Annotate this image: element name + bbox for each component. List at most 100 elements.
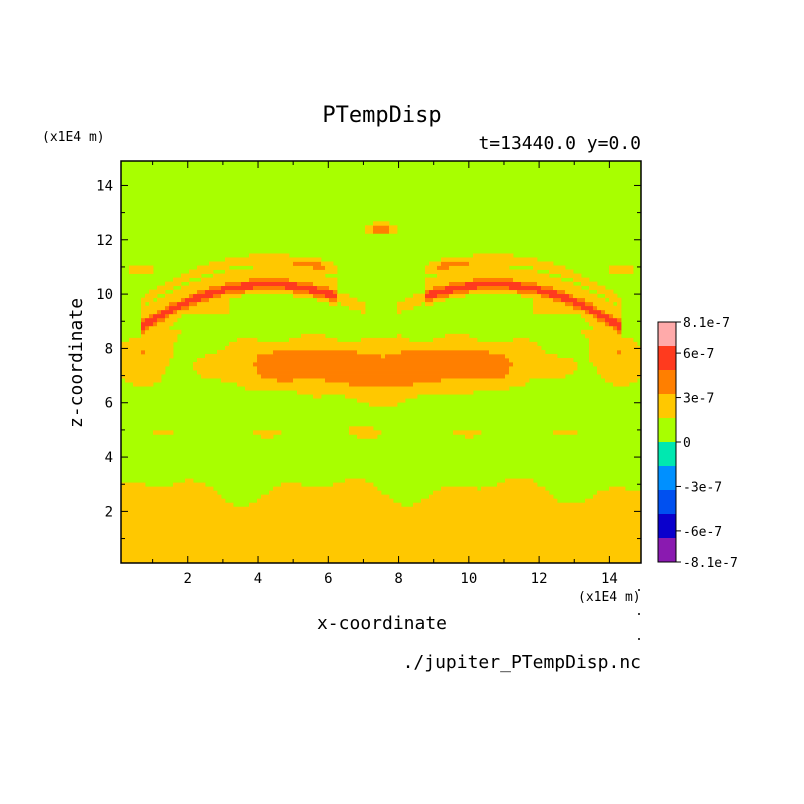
field-cell	[321, 261, 334, 266]
field-cell	[173, 277, 190, 282]
colorbar-segment	[658, 490, 676, 514]
field-cell	[293, 261, 322, 266]
chart-subtitle: t=13440.0 y=0.0	[478, 133, 641, 154]
field-cell	[205, 353, 258, 359]
colorbar-segment	[658, 538, 676, 562]
x-tick-label: 4	[254, 571, 262, 587]
field-cell	[597, 370, 642, 375]
field-cell	[565, 301, 574, 307]
field-cell	[333, 289, 338, 295]
field-cell	[261, 494, 390, 500]
field-cell	[521, 293, 542, 299]
field-cell	[549, 269, 574, 274]
field-cell	[201, 277, 250, 282]
field-cell	[313, 265, 326, 270]
field-cell	[373, 221, 390, 226]
colorbar-segment	[658, 370, 676, 394]
x-tick-label: 14	[601, 571, 618, 587]
field-cell	[189, 293, 194, 299]
field-cell	[357, 434, 378, 439]
field-cell	[429, 289, 454, 295]
field-cell	[557, 289, 566, 295]
field-cell	[141, 309, 158, 315]
field-cell	[345, 394, 418, 399]
field-cell	[597, 305, 622, 311]
x-tick-label: 10	[460, 571, 477, 587]
colorbar-segment	[658, 514, 676, 538]
field-cell	[425, 297, 434, 303]
field-cell	[121, 353, 174, 359]
field-cell	[153, 313, 166, 319]
field-cell	[257, 353, 382, 359]
marker-dot	[638, 613, 640, 615]
field-cell	[149, 301, 170, 307]
field-cell	[617, 349, 622, 355]
field-cell	[125, 378, 162, 383]
field-cell	[505, 478, 534, 483]
field-cell	[473, 253, 514, 258]
field-cell	[573, 277, 590, 282]
field-cell	[385, 353, 506, 359]
field-cell	[145, 349, 174, 355]
field-cell	[561, 273, 582, 278]
field-cell	[121, 542, 642, 548]
field-cell	[533, 305, 574, 311]
field-cell	[433, 337, 478, 343]
field-cell	[145, 293, 158, 299]
field-cell	[373, 225, 390, 230]
field-cell	[453, 430, 482, 435]
field-cell	[509, 285, 542, 291]
field-cell	[437, 273, 550, 278]
field-cell	[121, 486, 214, 492]
y-axis-ticks: 2 4 6 8 10 12 14	[96, 178, 641, 540]
field-cell	[537, 289, 558, 295]
plot-frame	[120, 160, 642, 564]
field-cell	[449, 281, 466, 287]
x-axis-label: x-coordinate	[317, 613, 447, 634]
x-axis-ticks: 2 4 6 8 10 12 14	[152, 161, 618, 587]
field-cell	[121, 370, 166, 375]
field-cell	[437, 265, 450, 270]
field-cell	[425, 293, 438, 299]
field-cell	[293, 378, 326, 383]
field-cell	[397, 305, 414, 311]
field-cell	[241, 281, 298, 287]
y-tick-label: 2	[105, 504, 113, 520]
field-cell	[213, 293, 222, 299]
field-cell	[509, 370, 574, 375]
field-cell	[121, 506, 642, 512]
field-cell	[569, 293, 574, 299]
field-cell	[621, 349, 642, 355]
field-cell	[573, 293, 598, 299]
field-cell	[237, 382, 350, 387]
field-cell	[157, 317, 166, 323]
field-cell	[121, 546, 642, 552]
field-cell	[509, 357, 574, 363]
field-cell	[481, 486, 546, 492]
chart-title: PTempDisp	[322, 103, 441, 128]
field-cell	[165, 317, 178, 323]
y-tick-label: 10	[96, 287, 113, 303]
field-cell	[605, 317, 618, 323]
field-cell	[593, 362, 642, 367]
field-cell	[197, 357, 258, 363]
field-cell	[173, 482, 206, 488]
field-cell	[249, 277, 290, 282]
field-cell	[257, 370, 510, 375]
field-cell	[505, 374, 566, 379]
field-cell	[589, 321, 606, 327]
field-cell	[189, 269, 214, 274]
field-cell	[533, 297, 554, 303]
field-cell	[257, 498, 394, 504]
field-cell	[585, 301, 594, 307]
field-cell	[613, 325, 618, 331]
field-cell	[181, 273, 202, 278]
field-cell	[581, 305, 594, 311]
field-cell	[513, 277, 562, 282]
field-cell	[597, 289, 614, 295]
field-cell	[469, 261, 554, 266]
field-cell	[605, 293, 618, 299]
field-cell	[141, 329, 146, 335]
field-cell	[445, 285, 478, 291]
field-cell	[121, 362, 170, 367]
